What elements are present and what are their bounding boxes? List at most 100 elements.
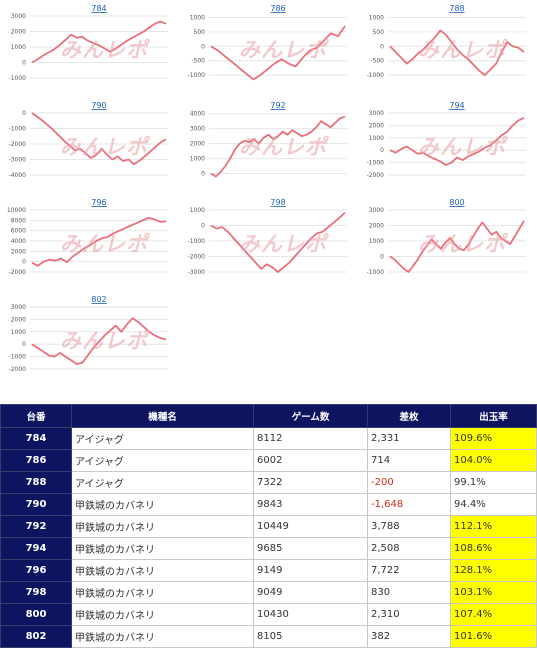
table-row: 790 甲鉄城のカバネリ 9843 -1,648 94.4%: [0, 493, 537, 516]
y-tick-label: -2000: [9, 366, 27, 373]
chart-title-link[interactable]: 796: [91, 198, 106, 207]
header-machine: 機種名: [71, 404, 254, 428]
y-tick-label: -2000: [367, 172, 385, 179]
machine-cell: 甲鉄城のカバネリ: [71, 625, 254, 648]
rate-cell: 108.6%: [450, 537, 537, 560]
games-cell: 9049: [253, 581, 368, 604]
series-line: [210, 25, 346, 81]
unit-cell: 788: [0, 471, 72, 494]
results-table: 台番 機種名 ゲーム数 差枚 出玉率 784 アイジャグ 8112 2,331 109.…: [0, 404, 537, 648]
chart-title-link[interactable]: 790: [91, 101, 106, 110]
chart-svg: 790 0 -1000 -2000 -3000 -4000: [9, 101, 168, 179]
y-tick-label: -3000: [188, 269, 206, 276]
y-tick-label: 0: [380, 254, 384, 261]
rate-cell: 128.1%: [450, 559, 537, 582]
y-tick-label: 1000: [190, 156, 205, 163]
series-line: [31, 317, 167, 365]
games-cell: 6002: [253, 449, 368, 472]
y-tick-label: 1000: [11, 44, 26, 51]
diff-cell: -1,648: [367, 493, 451, 516]
machine-cell: 甲鉄城のカバネリ: [71, 559, 254, 582]
rate-cell: 112.1%: [450, 515, 537, 538]
chart-title-link[interactable]: 788: [449, 4, 464, 13]
chart-796: 796 10000 8000 6000 4000 2000 0 -2000 みんレポ: [0, 194, 179, 294]
table-row: 798 甲鉄城のカバネリ 9049 830 103.1%: [0, 581, 537, 604]
diff-cell: -200: [367, 471, 451, 494]
series-line: [31, 112, 167, 166]
table-row: 792 甲鉄城のカバネリ 10449 3,788 112.1%: [0, 515, 537, 538]
machine-cell: アイジャグ: [71, 471, 254, 494]
y-tick-label: -1000: [188, 72, 206, 79]
y-tick-label: -2000: [9, 141, 27, 148]
chart-title-link[interactable]: 802: [91, 295, 106, 304]
y-tick-label: -3000: [9, 157, 27, 164]
y-tick-label: 4000: [190, 111, 205, 118]
chart-798: 798 1000 0 -1000 -2000 -3000 みんレポ: [179, 194, 358, 294]
chart-svg: 792 4000 3000 2000 1000 0: [190, 101, 347, 178]
y-tick-label: 3000: [190, 126, 205, 133]
header-unit: 台番: [0, 404, 72, 428]
chart-788: 788 1000 500 0 -500 -1000 みんレポ: [358, 0, 537, 100]
y-tick-label: 1000: [190, 207, 205, 214]
y-tick-label: 0: [22, 110, 26, 117]
series-line: [389, 117, 525, 166]
y-tick-label: 500: [194, 29, 206, 36]
y-tick-label: -1000: [367, 160, 385, 167]
chart-svg: 788 1000 500 0 -500 -1000: [367, 4, 526, 79]
rate-cell: 104.0%: [450, 449, 537, 472]
chart-786: 786 1000 500 0 -500 -1000 みんレポ: [179, 0, 358, 100]
rate-cell: 109.6%: [450, 427, 537, 450]
y-tick-label: 3000: [369, 207, 384, 214]
chart-title-link[interactable]: 800: [449, 198, 464, 207]
unit-cell: 786: [0, 449, 72, 472]
chart-802: 802 3000 2000 1000 0 -1000 -2000 みんレポ: [0, 291, 179, 391]
machine-cell: アイジャグ: [71, 427, 254, 450]
y-tick-label: -1000: [9, 126, 27, 133]
y-tick-label: -500: [370, 58, 384, 65]
series-line: [389, 220, 525, 273]
chart-title-link[interactable]: 794: [449, 101, 464, 110]
chart-title-link[interactable]: 792: [270, 101, 285, 110]
machine-cell: 甲鉄城のカバネリ: [71, 515, 254, 538]
machine-cell: アイジャグ: [71, 449, 254, 472]
games-cell: 7322: [253, 471, 368, 494]
y-tick-label: 1000: [369, 14, 384, 21]
y-tick-label: -4000: [9, 172, 27, 179]
y-tick-label: 0: [22, 259, 26, 266]
chart-title-link[interactable]: 786: [270, 4, 285, 13]
series-line: [31, 216, 167, 267]
y-tick-label: -2000: [188, 254, 206, 261]
games-cell: 9685: [253, 537, 368, 560]
chart-800: 800 3000 2000 1000 0 -1000 みんレポ: [358, 194, 537, 294]
diff-cell: 2,508: [367, 537, 451, 560]
chart-title-link[interactable]: 798: [270, 198, 285, 207]
chart-794: 794 3000 2000 1000 0 -1000 -2000 みんレポ: [358, 97, 537, 197]
games-cell: 9149: [253, 559, 368, 582]
chart-svg: 800 3000 2000 1000 0 -1000: [367, 198, 526, 276]
unit-cell: 794: [0, 537, 72, 560]
machine-cell: 甲鉄城のカバネリ: [71, 493, 254, 516]
y-tick-label: 2000: [369, 122, 384, 129]
y-tick-label: 0: [380, 43, 384, 50]
table-row: 800 甲鉄城のカバネリ 10430 2,310 107.4%: [0, 603, 537, 626]
y-tick-label: 10000: [7, 207, 26, 214]
chart-svg: 802 3000 2000 1000 0 -1000 -2000: [9, 295, 168, 373]
diff-cell: 2,331: [367, 427, 451, 450]
rate-cell: 94.4%: [450, 493, 537, 516]
y-tick-label: -1000: [367, 269, 385, 276]
chart-svg: 794 3000 2000 1000 0 -1000 -2000: [367, 101, 526, 179]
y-tick-label: 1000: [369, 238, 384, 245]
unit-cell: 784: [0, 427, 72, 450]
series-line: [31, 20, 167, 64]
diff-cell: 2,310: [367, 603, 451, 626]
header-games: ゲーム数: [253, 404, 368, 428]
table-header-row: 台番 機種名 ゲーム数 差枚 出玉率: [0, 404, 537, 428]
y-tick-label: 4000: [11, 238, 26, 245]
y-tick-label: 3000: [369, 110, 384, 117]
games-cell: 8112: [253, 427, 368, 450]
y-tick-label: 2000: [190, 141, 205, 148]
y-tick-label: 2000: [11, 29, 26, 36]
y-tick-label: 0: [380, 147, 384, 154]
chart-title-link[interactable]: 784: [91, 4, 106, 13]
y-tick-label: 0: [201, 43, 205, 50]
